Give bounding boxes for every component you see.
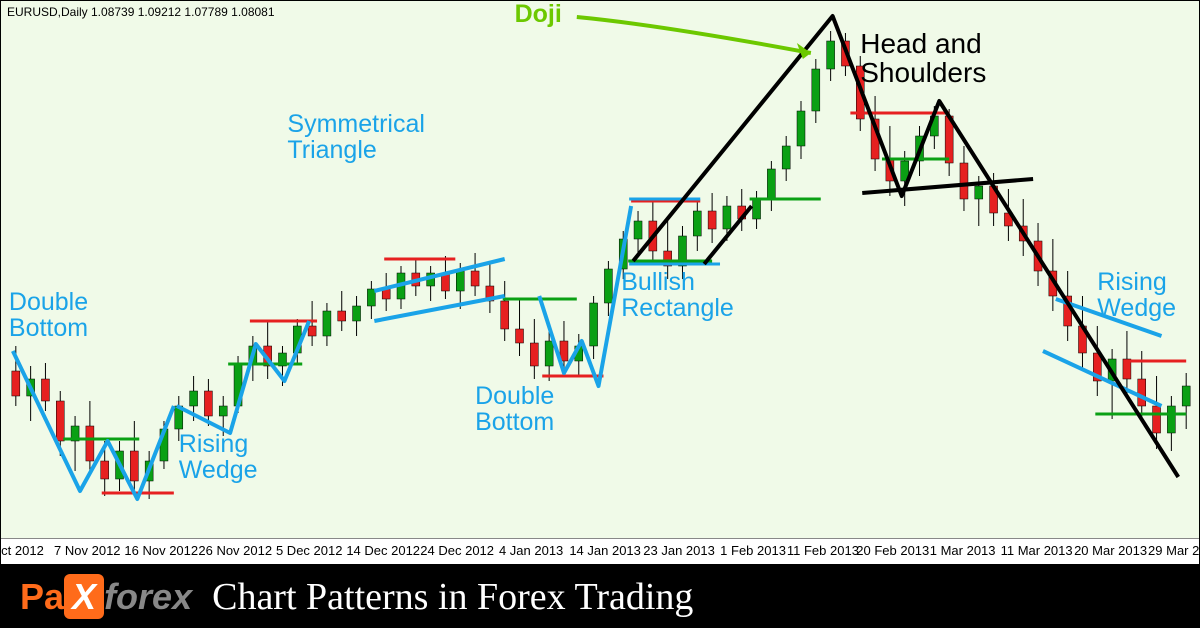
x-tick-label: 4 Jan 2013 (499, 543, 563, 558)
x-tick-label: 16 Nov 2012 (124, 543, 198, 558)
x-tick-label: Oct 2012 (0, 543, 44, 558)
logo-pa: Pa (20, 576, 64, 617)
x-axis: Oct 2012 7 Nov 201216 Nov 201226 Nov 2012… (1, 538, 1199, 564)
logo-x: X (64, 574, 104, 619)
x-tick-label: 11 Feb 2013 (787, 543, 859, 558)
x-tick-label: 26 Nov 2012 (198, 543, 272, 558)
x-tick-label: 1 Mar 2013 (930, 543, 996, 558)
x-tick-label: 24 Dec 2012 (420, 543, 494, 558)
x-tick-label: 14 Dec 2012 (346, 543, 420, 558)
chart-area: EURUSD,Daily 1.08739 1.09212 1.07789 1.0… (0, 0, 1200, 565)
annotation-label: Bullish Rectangle (621, 269, 734, 322)
annotation-label: Rising Wedge (1097, 269, 1176, 322)
logo-forex: forex (104, 576, 192, 617)
annotation-label: Double Bottom (475, 383, 554, 436)
logo: PaXforex (20, 576, 192, 618)
x-tick-label: 20 Mar 2013 (1074, 543, 1147, 558)
footer-title: Chart Patterns in Forex Trading (212, 575, 693, 619)
footer-bar: PaXforex Chart Patterns in Forex Trading (0, 565, 1200, 628)
annotation-label: Symmetrical Triangle (287, 111, 425, 164)
x-tick-label: 7 Nov 2012 (54, 543, 121, 558)
x-tick-label: 23 Jan 2013 (643, 543, 715, 558)
annotation-label: Double Bottom (9, 289, 88, 342)
x-tick-label: 14 Jan 2013 (569, 543, 641, 558)
annotation-label: Doji (515, 1, 562, 27)
annotation-label: Rising Wedge (179, 431, 258, 484)
x-tick-label: 29 Mar 2013 (1148, 543, 1200, 558)
x-tick-label: 11 Mar 2013 (1001, 543, 1073, 558)
x-tick-label: 20 Feb 2013 (856, 543, 929, 558)
annotation-label: Head and Shoulders (860, 29, 986, 88)
x-tick-label: 5 Dec 2012 (276, 543, 343, 558)
x-tick-label: 1 Feb 2013 (720, 543, 786, 558)
